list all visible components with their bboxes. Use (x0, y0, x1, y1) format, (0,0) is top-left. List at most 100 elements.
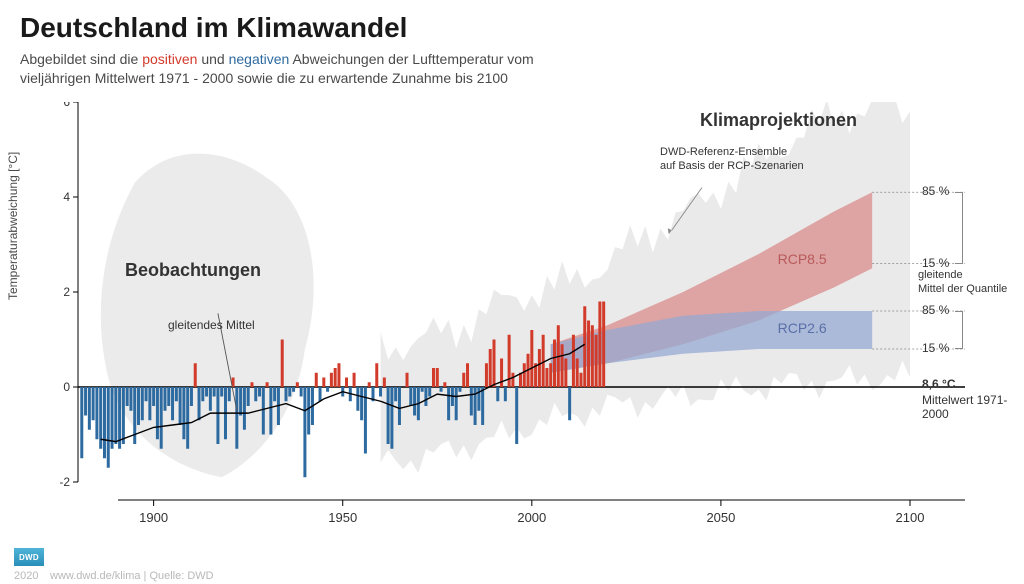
anomaly-bar (579, 373, 582, 387)
svg-text:2: 2 (63, 285, 70, 299)
projections-label: Klimaprojektionen (700, 110, 857, 131)
anomaly-bar (477, 387, 480, 411)
anomaly-bar (190, 387, 193, 406)
anomaly-bar (266, 382, 269, 387)
svg-text:-2: -2 (60, 475, 70, 489)
svg-text:2000: 2000 (517, 510, 546, 525)
anomaly-bar (337, 363, 340, 387)
quantile-bracket (955, 192, 963, 263)
anomaly-bar (523, 363, 526, 387)
anomaly-bar (542, 335, 545, 387)
anomaly-bar (572, 335, 575, 387)
anomaly-bar (258, 387, 261, 397)
anomaly-bar (163, 387, 166, 411)
anomaly-bar (598, 302, 601, 388)
anomaly-bar (239, 387, 242, 416)
anomaly-bar (160, 387, 163, 449)
anomaly-bar (167, 387, 170, 406)
anomaly-bar (576, 359, 579, 388)
anomaly-bar (84, 387, 87, 416)
anomaly-bar (145, 387, 148, 401)
subtitle-pre: Abgebildet sind die (20, 51, 142, 67)
rcp85-label: RCP8.5 (778, 251, 827, 267)
quantile-85-rcp85: 85 % (922, 184, 949, 198)
anomaly-bar (511, 373, 514, 387)
anomaly-bar (595, 335, 598, 387)
anomaly-bar (394, 387, 397, 401)
svg-text:2050: 2050 (706, 510, 735, 525)
anomaly-bar (250, 382, 253, 387)
anomaly-bar (205, 387, 208, 397)
anomaly-bar (493, 340, 496, 388)
anomaly-bar (201, 387, 204, 401)
anomaly-bar (481, 387, 484, 425)
svg-text:0: 0 (63, 380, 70, 394)
anomaly-bar (353, 373, 356, 387)
anomaly-bar (496, 387, 499, 401)
anomaly-bar (80, 387, 83, 458)
anomaly-bar (360, 387, 363, 420)
anomaly-bar (315, 373, 318, 387)
anomaly-bar (296, 382, 299, 387)
anomaly-bar (538, 349, 541, 387)
dwd-logo: DWD (14, 548, 44, 566)
svg-text:4: 4 (63, 190, 70, 204)
anomaly-bar (489, 349, 492, 387)
svg-text:1900: 1900 (139, 510, 168, 525)
chart-title: Deutschland im Klimawandel (20, 12, 407, 44)
anomaly-bar (152, 387, 155, 406)
anomaly-bar (194, 363, 197, 387)
anomaly-bar (269, 387, 272, 435)
anomaly-bar (549, 363, 552, 387)
anomaly-bar (285, 387, 288, 401)
anomaly-bar (474, 387, 477, 425)
anomaly-bar (409, 387, 412, 406)
anomaly-bar (553, 340, 556, 388)
subtitle-neg: negativen (229, 51, 290, 67)
anomaly-bar (111, 387, 114, 449)
anomaly-bar (175, 387, 178, 401)
svg-text:1950: 1950 (328, 510, 357, 525)
anomaly-bar (322, 378, 325, 388)
anomaly-bar (368, 382, 371, 387)
anomaly-bar (319, 387, 322, 401)
y-axis-label: Temperaturabweichung [°C] (6, 152, 20, 300)
anomaly-bar (300, 387, 303, 397)
germany-silhouette (101, 154, 314, 478)
anomaly-bar (398, 387, 401, 425)
anomaly-bar (114, 387, 117, 444)
anomaly-bar (228, 387, 231, 401)
anomaly-bar (88, 387, 91, 430)
footer-text: www.dwd.de/klima | Quelle: DWD (50, 570, 214, 582)
svg-text:2100: 2100 (896, 510, 925, 525)
rcp26-label: RCP2.6 (778, 320, 827, 336)
anomaly-bar (436, 368, 439, 387)
anomaly-bar (345, 378, 348, 388)
anomaly-bar (186, 387, 189, 449)
anomaly-bar (209, 387, 212, 411)
anomaly-bar (281, 340, 284, 388)
anomaly-bar (561, 344, 564, 387)
anomaly-bar (440, 387, 443, 392)
anomaly-bar (432, 368, 435, 387)
anomaly-bar (137, 387, 140, 425)
anomaly-bar (602, 302, 605, 388)
anomaly-bar (235, 387, 238, 449)
anomaly-bar (292, 387, 295, 392)
anomaly-bar (443, 382, 446, 387)
anomaly-bar (254, 387, 257, 401)
anomaly-bar (413, 387, 416, 416)
anomaly-bar (583, 306, 586, 387)
anomaly-bar (470, 387, 473, 416)
anomaly-bar (455, 387, 458, 420)
anomaly-bar (447, 387, 450, 420)
anomaly-bar (515, 387, 518, 444)
anomaly-bar (107, 387, 110, 468)
subtitle-mid: und (197, 51, 228, 67)
quantile-15-rcp85: 15 % (922, 256, 949, 270)
anomaly-bar (530, 330, 533, 387)
quantile-note: gleitende Mittel der Quantile (918, 269, 1007, 297)
anomaly-bar (390, 387, 393, 449)
anomaly-bar (220, 387, 223, 397)
anomaly-bar (334, 368, 337, 387)
